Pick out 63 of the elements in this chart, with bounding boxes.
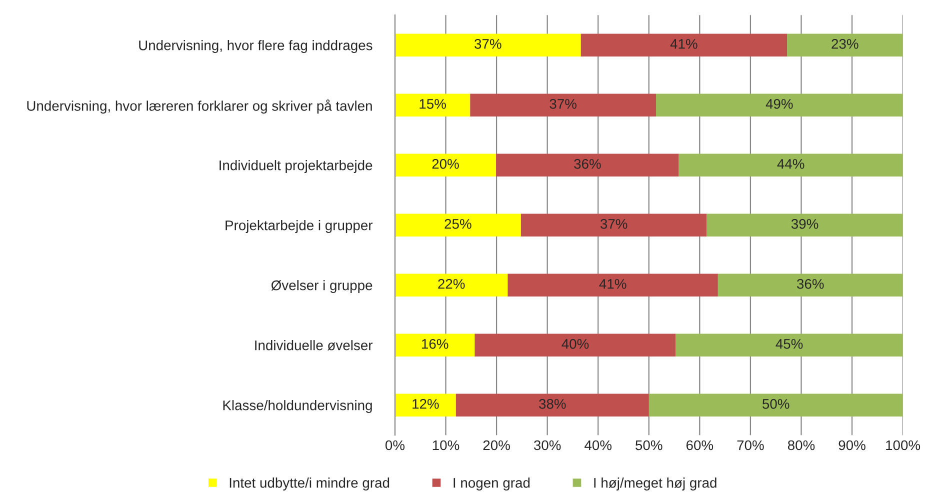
y-tick-label: Undervisning, hvor flere fag inddrages: [139, 40, 372, 54]
data-label: 16%: [422, 338, 448, 349]
x-tick-label: 30%: [534, 440, 561, 450]
legend-label: I høj/meget høj grad: [594, 478, 716, 490]
bar: [394, 154, 496, 176]
y-tick-label: Projektarbejde i grupper: [226, 220, 373, 234]
data-label: 44%: [777, 159, 804, 169]
y-tick-label: Individuelle øvelser: [255, 340, 373, 350]
data-label: 45%: [776, 339, 803, 349]
bar: [676, 334, 903, 356]
bar: [394, 214, 521, 236]
y-tick-label: Undervisning, hvor læreren forklarer og skriver på tavlen: [27, 99, 372, 114]
legend-label: Intet udbytte/i mindre grad: [230, 478, 390, 490]
data-label: 37%: [600, 218, 628, 229]
data-label: 23%: [832, 38, 858, 49]
x-tick-label: 20%: [483, 440, 510, 450]
data-label: 12%: [412, 398, 439, 409]
legend-label: I nogen grad: [454, 478, 530, 490]
x-tick-label: 50%: [636, 440, 662, 450]
x-tick-label: 60%: [686, 440, 714, 450]
x-tick-label: 80%: [788, 440, 815, 450]
x-tick-label: 90%: [838, 440, 866, 450]
data-label: 37%: [550, 98, 576, 109]
bar: [520, 214, 707, 236]
bar: [648, 394, 903, 416]
bar: [656, 94, 903, 116]
data-label: 36%: [797, 278, 824, 289]
bar: [470, 94, 656, 116]
bar: [706, 214, 903, 236]
data-label: 36%: [574, 158, 601, 169]
bar: [580, 34, 788, 56]
bar: [678, 154, 903, 176]
bar: [394, 334, 475, 356]
y-tick-label: Individuelt projektarbejde: [220, 160, 372, 174]
data-label: 41%: [670, 39, 698, 49]
data-label: 41%: [599, 279, 626, 289]
x-tick-label: 0%: [385, 440, 405, 450]
data-label: 38%: [539, 398, 566, 409]
x-tick-label: 10%: [432, 440, 460, 450]
bar: [508, 274, 718, 296]
bar: [496, 154, 679, 176]
data-label: 49%: [766, 98, 793, 109]
y-tick-label: Øvelser i gruppe: [271, 280, 372, 294]
y-tick-label: Klasse/holdundervisning: [223, 400, 372, 414]
bar: [394, 94, 470, 116]
bar: [394, 34, 581, 56]
x-tick-label: 100%: [886, 440, 920, 450]
data-label: 50%: [762, 398, 790, 409]
bar: [787, 34, 903, 56]
data-label: 39%: [791, 218, 818, 229]
bar: [474, 334, 676, 356]
data-label: 20%: [432, 158, 459, 169]
x-tick-label: 40%: [584, 440, 612, 450]
data-label: 37%: [474, 38, 502, 49]
data-label: 15%: [420, 99, 446, 109]
data-label: 40%: [562, 338, 589, 349]
bar: [394, 394, 456, 416]
bar: [718, 274, 903, 296]
data-label: 22%: [438, 278, 465, 289]
bar: [456, 394, 649, 416]
bar: [394, 274, 508, 296]
data-label: 25%: [444, 218, 472, 229]
x-tick-label: 70%: [737, 440, 764, 450]
